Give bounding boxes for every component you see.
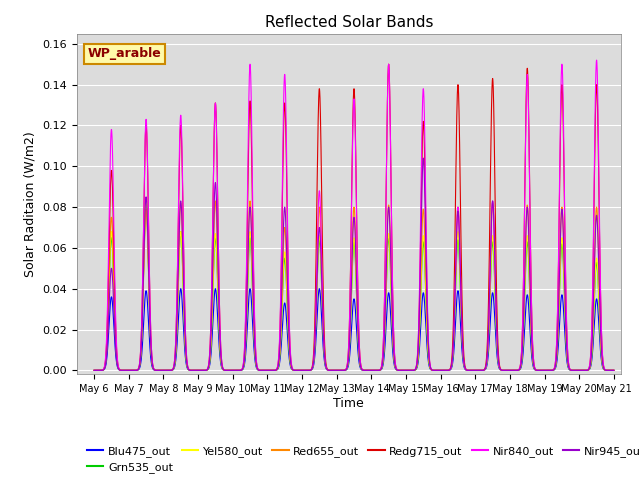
Grn535_out [610,367,618,373]
Nir840_out [480,367,488,373]
Legend: Blu475_out, Grn535_out, Yel580_out, Red655_out, Redg715_out, Nir840_out, Nir945_: Blu475_out, Grn535_out, Yel580_out, Red6… [83,441,640,478]
Blu475_out [90,367,98,373]
Grn535_out [90,367,98,373]
Yel580_out [500,367,508,373]
Grn535_out [500,367,508,373]
Nir945_out [90,367,98,373]
Nir945_out [610,367,618,373]
Blu475_out [177,286,184,291]
Redg715_out [506,367,513,373]
X-axis label: Time: Time [333,397,364,410]
Nir945_out [506,367,513,373]
Blu475_out [506,367,513,373]
Grn535_out [294,367,302,373]
Nir840_out [90,367,98,373]
Yel580_out [520,327,527,333]
Redg715_out [610,367,618,373]
Line: Redg715_out: Redg715_out [94,64,614,370]
Title: Reflected Solar Bands: Reflected Solar Bands [264,15,433,30]
Redg715_out [90,367,98,373]
Yel580_out [142,196,150,202]
Grn535_out [142,200,150,206]
Nir840_out [593,57,600,63]
Red655_out [500,367,508,373]
Red655_out [211,198,219,204]
Nir840_out [506,367,513,373]
Redg715_out [294,367,302,373]
Yel580_out [610,367,618,373]
Red655_out [294,367,302,373]
Nir840_out [610,367,618,373]
Nir945_out [520,319,527,324]
Red655_out [610,367,618,373]
Blu475_out [309,365,317,371]
Nir945_out [480,367,488,373]
Line: Red655_out: Red655_out [94,201,614,370]
Blu475_out [520,345,527,350]
Nir840_out [294,367,302,373]
Yel580_out [506,367,513,373]
Blu475_out [500,367,508,373]
Blu475_out [610,367,618,373]
Line: Yel580_out: Yel580_out [94,199,614,370]
Yel580_out [294,367,302,373]
Nir945_out [309,363,317,369]
Redg715_out [385,61,392,67]
Nir840_out [520,282,527,288]
Yel580_out [480,367,488,373]
Grn535_out [506,367,513,373]
Red655_out [506,367,513,373]
Blu475_out [294,367,302,373]
Nir945_out [294,367,302,373]
Grn535_out [480,367,488,373]
Line: Nir945_out: Nir945_out [94,158,614,370]
Y-axis label: Solar Raditaion (W/m2): Solar Raditaion (W/m2) [24,131,36,277]
Line: Nir840_out: Nir840_out [94,60,614,370]
Red655_out [520,318,527,324]
Red655_out [480,367,488,373]
Redg715_out [500,367,508,373]
Redg715_out [480,367,488,372]
Nir840_out [500,367,508,373]
Nir945_out [500,367,508,373]
Grn535_out [309,363,317,369]
Redg715_out [309,359,317,364]
Red655_out [309,362,317,368]
Line: Grn535_out: Grn535_out [94,203,614,370]
Nir945_out [419,155,427,161]
Red655_out [90,367,98,373]
Blu475_out [480,367,488,373]
Line: Blu475_out: Blu475_out [94,288,614,370]
Grn535_out [520,329,527,335]
Yel580_out [90,367,98,373]
Text: WP_arable: WP_arable [88,48,161,60]
Yel580_out [309,363,317,369]
Nir840_out [309,361,317,367]
Redg715_out [520,277,527,283]
